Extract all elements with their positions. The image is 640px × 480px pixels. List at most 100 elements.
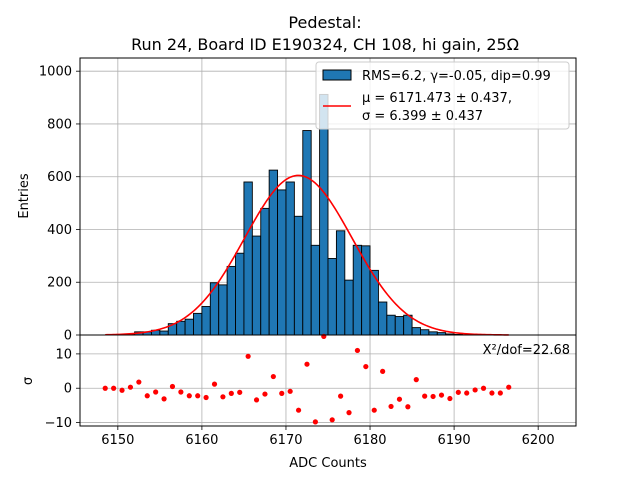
residual-point xyxy=(195,393,201,399)
histogram-bar xyxy=(352,244,363,336)
histogram-bar xyxy=(193,312,203,336)
histogram-bar xyxy=(394,316,405,336)
residual-point xyxy=(111,385,117,391)
residual-point xyxy=(371,407,377,413)
residual-point xyxy=(354,347,361,354)
histogram-bar xyxy=(243,181,253,336)
histogram-bar xyxy=(184,318,194,336)
residual-point xyxy=(396,396,403,402)
residual-panel: −10 0 10 6150 6160 6170 6180 6190 6200 X²/dof=2… xyxy=(21,333,577,471)
top-y-tick-label: 800 xyxy=(47,117,72,132)
legend-fit-sigma: σ = 6.399 ± 0.437 xyxy=(362,109,483,124)
bottom-y-axis-label: σ xyxy=(21,377,36,385)
residual-point xyxy=(422,393,428,399)
residual-point xyxy=(447,395,453,402)
residual-point xyxy=(220,394,226,400)
x-tick-label: 6200 xyxy=(522,433,555,448)
top-y-tick-label: 600 xyxy=(47,170,72,185)
histogram-bar xyxy=(226,265,236,336)
histogram-panel: 0 200 400 600 800 1000 Entries RMS=6.2, γ=-0.… xyxy=(17,57,577,344)
legend-fit-mu: μ = 6171.473 ± 0.437, xyxy=(362,91,512,106)
residual-point xyxy=(262,391,268,397)
histogram-bar xyxy=(344,279,354,336)
histogram-bar xyxy=(251,235,262,336)
histogram-bar xyxy=(386,314,396,336)
residual-point xyxy=(287,388,293,394)
histogram-bar xyxy=(218,284,228,336)
x-ticks: 6150 6160 6170 6180 6190 6200 xyxy=(101,426,555,448)
top-y-ticks: 0 200 400 600 800 1000 xyxy=(39,65,80,344)
x-tick-label: 6150 xyxy=(101,433,134,448)
histogram-bar xyxy=(335,230,346,336)
legend-histogram-label: RMS=6.2, γ=-0.05, dip=0.99 xyxy=(362,69,551,84)
residual-point xyxy=(312,419,318,425)
residual-point xyxy=(161,396,167,402)
residual-point xyxy=(405,404,411,410)
legend-box xyxy=(315,61,570,130)
residual-point xyxy=(380,368,386,374)
histogram-bar xyxy=(377,301,388,336)
residual-point xyxy=(144,393,150,399)
x-axis-label: ADC Counts xyxy=(289,456,367,471)
x-tick-label: 6170 xyxy=(269,433,302,448)
histogram-bar xyxy=(310,244,321,336)
residual-points xyxy=(102,333,512,425)
residual-point xyxy=(153,389,159,395)
bottom-y-tick-label: 0 xyxy=(64,382,72,397)
residual-point xyxy=(329,417,335,423)
residual-point xyxy=(363,363,369,370)
bottom-y-tick-label: 10 xyxy=(55,347,72,362)
residual-point xyxy=(295,407,302,413)
top-y-tick-label: 200 xyxy=(47,276,72,291)
histogram-bar xyxy=(411,327,421,336)
residual-point xyxy=(489,390,495,396)
residual-point xyxy=(497,390,503,396)
residual-point xyxy=(438,392,445,398)
histogram-bar xyxy=(176,320,186,336)
residual-point xyxy=(455,389,461,395)
histogram-bar xyxy=(159,330,169,336)
histogram-bar xyxy=(285,181,295,336)
histogram-bars xyxy=(117,93,480,336)
x-tick-label: 6190 xyxy=(438,433,471,448)
histogram-bar xyxy=(201,306,211,336)
residual-point xyxy=(253,397,260,403)
residual-point xyxy=(304,361,310,367)
top-y-tick-label: 1000 xyxy=(39,65,72,80)
residual-point xyxy=(186,393,192,399)
chart-title-line1: Pedestal: xyxy=(288,13,361,32)
chart-title-line2: Run 24, Board ID E190324, CH 108, hi gai… xyxy=(131,35,519,54)
histogram-bar xyxy=(277,189,287,336)
chi2-annotation: X²/dof=22.68 xyxy=(483,343,570,358)
x-tick-label: 6180 xyxy=(353,433,386,448)
residual-point xyxy=(203,394,209,401)
residual-point xyxy=(169,383,176,390)
residual-point xyxy=(245,353,251,359)
residual-point xyxy=(270,373,276,380)
residual-point xyxy=(136,379,142,385)
histogram-bar xyxy=(260,207,270,336)
histogram-bar xyxy=(361,245,371,336)
residual-point xyxy=(211,381,218,387)
top-y-tick-label: 400 xyxy=(47,223,72,238)
bottom-grid xyxy=(80,335,576,426)
residual-point xyxy=(430,393,436,400)
histogram-bar xyxy=(293,215,304,336)
residual-point xyxy=(413,377,419,383)
x-tick-label: 6160 xyxy=(185,433,218,448)
residual-point xyxy=(237,389,243,395)
top-y-axis-label: Entries xyxy=(17,173,32,219)
histogram-bar xyxy=(319,93,329,336)
histogram-bar xyxy=(302,130,312,336)
top-y-tick-label: 0 xyxy=(64,329,72,344)
bottom-axes-frame xyxy=(79,334,577,427)
bottom-y-tick-label: −10 xyxy=(45,416,72,431)
gaussian-fit-curve xyxy=(105,174,509,336)
residual-point xyxy=(464,390,470,396)
residual-point xyxy=(346,410,352,416)
residual-point xyxy=(472,387,478,393)
residual-point xyxy=(480,385,487,391)
legend-histogram-swatch xyxy=(322,69,352,81)
residual-point xyxy=(127,384,134,390)
